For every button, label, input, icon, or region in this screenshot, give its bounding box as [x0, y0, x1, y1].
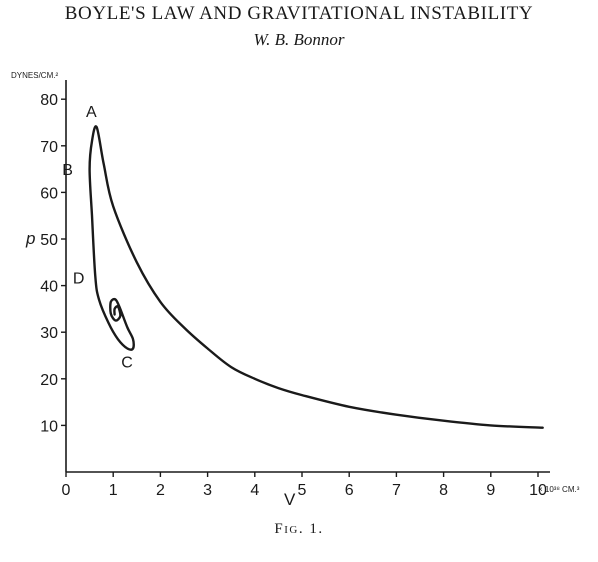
x-tick-label-1: 1 [109, 482, 118, 499]
y-axis-label: p [25, 229, 35, 248]
y-tick-label-10: 10 [40, 418, 58, 435]
y-tick-label-40: 40 [40, 279, 58, 296]
point-label-d: D [73, 270, 85, 287]
x-tick-label-2: 2 [156, 482, 165, 499]
y-tick-label-60: 60 [40, 185, 58, 202]
x-axis-label: V [284, 490, 296, 509]
chart-labels: DYNES/CM.² p V × 10³⁸ CM.³ A B D C [11, 71, 580, 509]
chart-axes [65, 80, 550, 473]
page-title: BOYLE'S LAW AND GRAVITATIONAL INSTABILIT… [64, 3, 534, 24]
chart-curve-layer [88, 125, 544, 429]
x-tick-label-9: 9 [486, 482, 495, 499]
point-label-c: C [121, 355, 133, 372]
y-tick-label-20: 20 [40, 372, 58, 389]
x-tick-label-8: 8 [439, 482, 448, 499]
figure-caption: Fig. 1. [274, 521, 324, 537]
pressure-volume-curve-0 [88, 125, 544, 429]
x-axis-unit-label: × 10³⁸ CM.³ [538, 485, 580, 494]
x-tick-label-6: 6 [345, 482, 354, 499]
x-tick-label-5: 5 [298, 482, 307, 499]
author-name: W. B. Bonnor [253, 30, 345, 49]
x-tick-label-3: 3 [203, 482, 212, 499]
y-tick-label-50: 50 [40, 232, 58, 249]
x-tick-label-4: 4 [250, 482, 259, 499]
x-tick-label-7: 7 [392, 482, 401, 499]
pressure-volume-chart: 0 1 2 3 4 5 6 7 8 9 10 10 20 30 40 50 60 70 80 DYNES/CM.² p… [11, 71, 580, 509]
point-label-a: A [86, 104, 97, 121]
point-label-b: B [62, 162, 73, 179]
x-tick-label-10: 10 [529, 482, 547, 499]
y-tick-label-70: 70 [40, 139, 58, 156]
y-tick-label-80: 80 [40, 92, 58, 109]
chart-ticks: 0 1 2 3 4 5 6 7 8 9 10 10 20 30 40 50 60 70 80 [40, 92, 547, 499]
y-tick-label-30: 30 [40, 325, 58, 342]
y-axis-unit-label: DYNES/CM.² [11, 71, 58, 80]
x-tick-label-0: 0 [62, 482, 71, 499]
